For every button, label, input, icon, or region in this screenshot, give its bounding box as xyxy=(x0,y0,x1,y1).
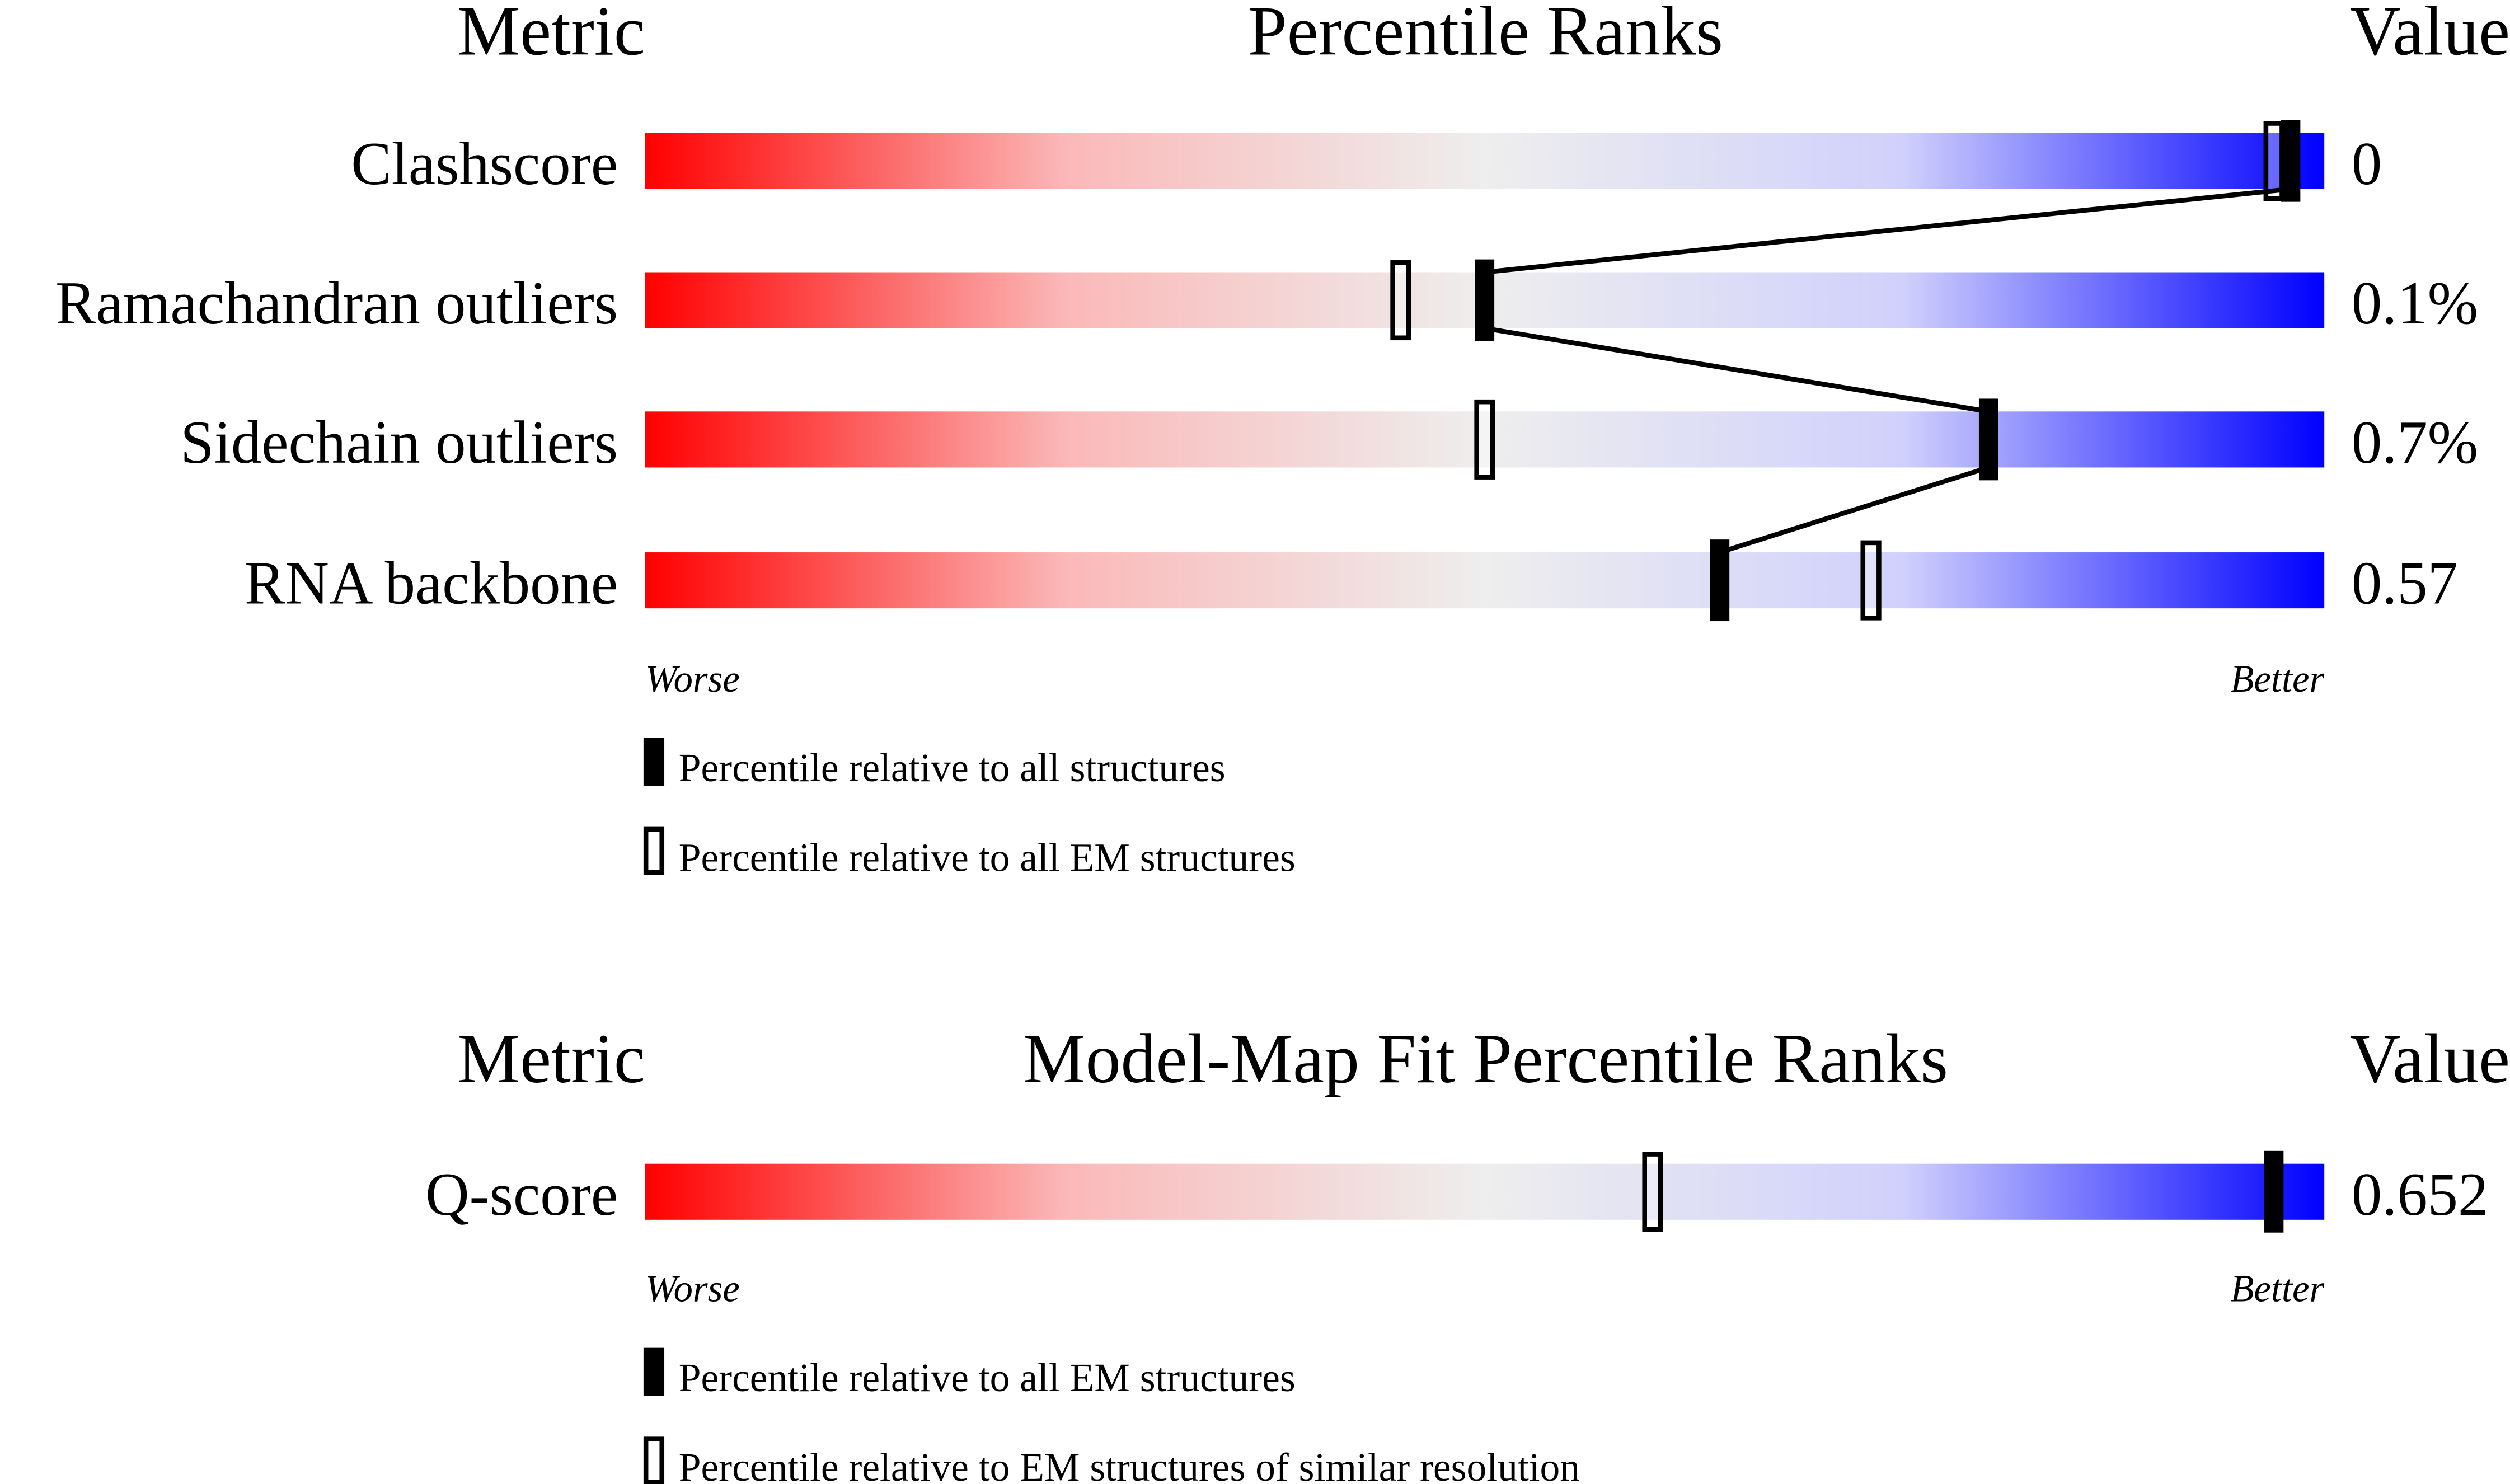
percentile-bar xyxy=(645,1163,2325,1220)
metric-label: Sidechain outliers xyxy=(180,408,618,476)
legend-filled-label: Percentile relative to all EM structures xyxy=(679,1356,1296,1400)
marker-filled xyxy=(1710,539,1730,622)
connector-line xyxy=(1484,326,1989,414)
marker-open xyxy=(1474,399,1495,480)
header-metric: Metric xyxy=(457,1020,645,1098)
connector-line xyxy=(1484,186,2291,275)
legend-filled-marker xyxy=(643,738,665,786)
metric-label: Clashscore xyxy=(351,130,618,198)
header-title: Percentile Ranks xyxy=(1248,0,1723,70)
legend-open-label: Percentile relative to all EM structures xyxy=(679,835,1296,880)
connector-line xyxy=(1719,465,1990,555)
marker-open xyxy=(1390,260,1411,341)
metric-value: 0.7% xyxy=(2352,408,2478,476)
header-value: Value xyxy=(2349,0,2510,70)
marker-open xyxy=(2263,121,2284,201)
header-title: Model-Map Fit Percentile Ranks xyxy=(1023,1020,1948,1098)
axis-better: Better xyxy=(2231,1267,2325,1310)
marker-open xyxy=(1860,540,1882,621)
marker-filled xyxy=(2264,1150,2284,1233)
percentile-bar xyxy=(645,411,2325,468)
metric-value: 0.652 xyxy=(2352,1161,2489,1228)
axis-worse: Worse xyxy=(645,1267,740,1310)
legend-filled-marker xyxy=(643,1347,665,1396)
legend-filled-label: Percentile relative to all structures xyxy=(679,746,1226,790)
marker-open xyxy=(1642,1152,1663,1232)
metric-value: 0.57 xyxy=(2352,550,2458,617)
metric-label: RNA backbone xyxy=(245,550,618,617)
legend-open-marker xyxy=(643,826,665,875)
legend-open-label: Percentile relative to EM structures of … xyxy=(679,1445,1580,1484)
metric-label: Ramachandran outliers xyxy=(55,269,618,337)
percentile-bar xyxy=(645,552,2325,609)
metric-value: 0 xyxy=(2352,130,2382,198)
metric-label: Q-score xyxy=(425,1161,618,1228)
metric-value: 0.1% xyxy=(2352,269,2478,337)
header-metric: Metric xyxy=(457,0,645,70)
legend-open-marker xyxy=(643,1436,665,1484)
header-value: Value xyxy=(2349,1020,2510,1098)
axis-better: Better xyxy=(2231,658,2325,700)
percentile-bar xyxy=(645,133,2325,189)
axis-worse: Worse xyxy=(645,658,740,700)
